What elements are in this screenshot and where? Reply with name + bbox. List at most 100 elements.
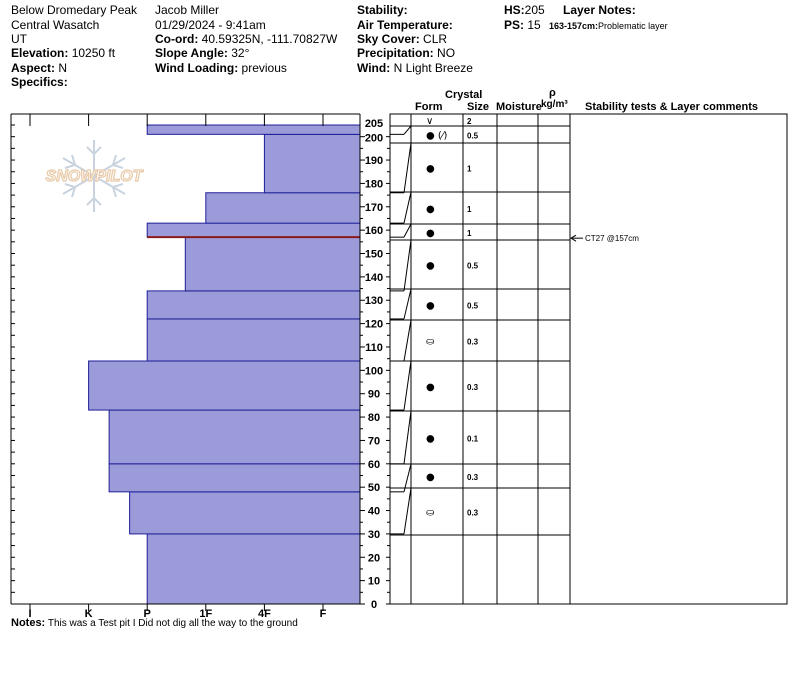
grain-form-symbol: ● <box>426 204 435 215</box>
slope-label: Slope Angle: <box>155 46 228 60</box>
hardness-tick-label: P <box>144 608 151 620</box>
wind-row: Wind: N Light Breeze <box>357 61 473 75</box>
layer-note: 163-157cm:Problematic layer <box>549 19 668 33</box>
logo-text: SNOWPILOT <box>46 168 144 185</box>
arrow-head-icon <box>570 234 577 242</box>
grain-size-value: 0.3 <box>467 509 479 518</box>
layer-connector <box>403 410 412 464</box>
air-temp-label: Air Temperature: <box>357 18 453 32</box>
rho-header: ρ <box>549 87 556 99</box>
aspect-value: N <box>58 61 68 75</box>
stability-row: Stability: <box>357 3 408 17</box>
precip-label: Precipitation: <box>357 46 434 60</box>
observer-name: Jacob Miller <box>155 3 220 17</box>
height-tick-label: 130 <box>365 295 383 307</box>
layer-connector <box>403 191 412 224</box>
ps-label: PS: <box>504 18 525 32</box>
grain-form-symbol: ● (⁄) <box>426 131 447 142</box>
hardness-bar <box>263 133 361 194</box>
height-tick-label: 70 <box>368 435 380 447</box>
layer-notes-heading: Layer Notes: <box>563 3 636 17</box>
grain-form-symbol: ● <box>426 261 435 272</box>
grain-form-symbol: ● <box>426 382 435 393</box>
ps-row: PS: 15 <box>504 18 541 32</box>
layer-table-frame <box>389 113 788 605</box>
height-tick-label: 160 <box>365 225 383 237</box>
height-tick-label: 40 <box>368 506 380 518</box>
grain-size-value: 0.5 <box>467 302 479 311</box>
precip-value: NO <box>437 46 456 60</box>
layer-connector <box>403 319 412 362</box>
grain-size-value: 1 <box>467 205 472 214</box>
hardness-bar <box>146 124 361 135</box>
layer-connector <box>403 125 412 135</box>
grain-size-value: 0.3 <box>467 338 479 347</box>
grain-form-symbol: ∨ <box>426 116 433 127</box>
hardness-bar <box>146 290 361 320</box>
layer-connector <box>403 288 412 320</box>
elevation-value: 10250 ft <box>71 46 116 60</box>
layer-connector <box>403 360 412 411</box>
notes-row: Notes: This was a Test pit I Did not dig… <box>11 617 298 629</box>
layer-connector <box>403 223 412 238</box>
specifics-row: Specifics: <box>11 75 68 89</box>
grain-size-value: 0.5 <box>467 132 479 141</box>
height-tick-label: 120 <box>365 319 383 331</box>
slope-row: Slope Angle: 32° <box>155 46 249 60</box>
height-tick-label: 190 <box>365 155 383 167</box>
height-tick-label: 140 <box>365 272 383 284</box>
height-tick-label: 150 <box>365 249 383 261</box>
ps-value: 15 <box>527 18 541 32</box>
hardness-bar <box>184 236 361 292</box>
hardness-tick-label: I <box>28 608 31 620</box>
wind-loading-label: Wind Loading: <box>155 61 239 75</box>
hardness-bar <box>108 463 361 493</box>
height-tick-label: 170 <box>365 202 383 214</box>
observation-datetime: 01/29/2024 - 9:41am <box>155 18 266 32</box>
snowpilot-logo: SNOWPILOT <box>45 140 144 212</box>
grain-form-symbol: ● <box>426 164 435 175</box>
layer-connector <box>403 239 412 291</box>
range-name: Central Wasatch <box>11 18 100 32</box>
height-tick-label: 80 <box>368 412 380 424</box>
stability-test-label: CT27 @157cm <box>585 234 639 243</box>
elevation-label: Elevation: <box>11 46 69 60</box>
layer-note-text: Problematic layer <box>598 21 668 31</box>
height-tick-label: 60 <box>368 459 380 471</box>
height-tick-label: 200 <box>365 133 383 145</box>
precip-row: Precipitation: NO <box>357 46 455 60</box>
height-tick-label: 0 <box>371 599 377 611</box>
sky-value: CLR <box>423 32 448 46</box>
state-name: UT <box>11 32 27 46</box>
hs-value: 205 <box>524 3 545 17</box>
hardness-bar <box>108 409 361 465</box>
grain-size-value: 0.1 <box>467 435 479 444</box>
layer-connector <box>403 487 412 534</box>
height-tick-label: 90 <box>368 389 380 401</box>
coord-value: 40.59325N, -111.70827W <box>201 32 338 46</box>
height-tick-label: 30 <box>368 529 380 541</box>
size-header: Size <box>467 101 490 113</box>
elevation-row: Elevation: 10250 ft <box>11 46 115 60</box>
grain-size-value: 1 <box>467 229 472 238</box>
notes-label: Notes: <box>11 617 46 629</box>
grain-size-value: 1 <box>467 165 472 174</box>
height-tick-label: 205 <box>365 118 383 130</box>
hardness-tick-label: F <box>320 608 327 620</box>
hardness-tick-label: 1F <box>199 608 212 620</box>
stability-tests-header: Stability tests & Layer comments <box>585 101 759 113</box>
grain-form-symbol: ⛀ <box>426 337 434 348</box>
sky-row: Sky Cover: CLR <box>357 32 447 46</box>
sky-label: Sky Cover: <box>357 32 420 46</box>
hardness-bar <box>146 318 361 362</box>
hardness-bar <box>88 360 361 411</box>
wind-label: Wind: <box>357 61 391 75</box>
grain-form-symbol: ⛀ <box>426 508 434 519</box>
height-tick-label: 50 <box>368 482 380 494</box>
hs-row: HS:205 <box>504 3 545 17</box>
hs-label: HS: <box>504 3 525 17</box>
snowflake-icon <box>62 140 126 212</box>
height-tick-label: 100 <box>365 365 383 377</box>
grain-form-symbol: ● <box>426 434 435 445</box>
